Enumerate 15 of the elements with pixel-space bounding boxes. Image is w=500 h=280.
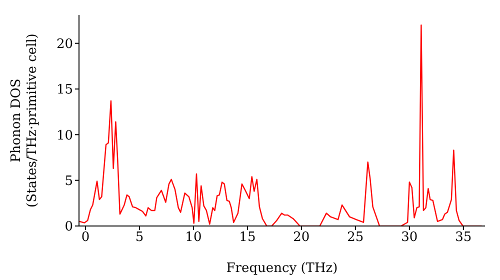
- y-axis-title: Phonon DOS (States/THz·primitive cell): [9, 33, 40, 208]
- x-tick-label: 20: [293, 230, 310, 246]
- y-tick-label: 20: [56, 36, 73, 52]
- x-tick-label: 25: [347, 230, 364, 246]
- y-tick-label: 5: [64, 174, 73, 189]
- x-tick-label: 30: [401, 230, 418, 246]
- x-tick-label: 5: [135, 230, 144, 246]
- x-tick-label: 15: [239, 230, 256, 246]
- x-axis-title: Frequency (THz): [226, 261, 338, 276]
- x-tick-label: 0: [81, 230, 90, 246]
- y-tick-label: 15: [56, 82, 73, 98]
- y-tick-label: 0: [64, 220, 73, 235]
- x-tick-label: 10: [185, 230, 202, 246]
- x-tick-label: 35: [455, 230, 472, 246]
- y-tick-label: 10: [56, 128, 73, 144]
